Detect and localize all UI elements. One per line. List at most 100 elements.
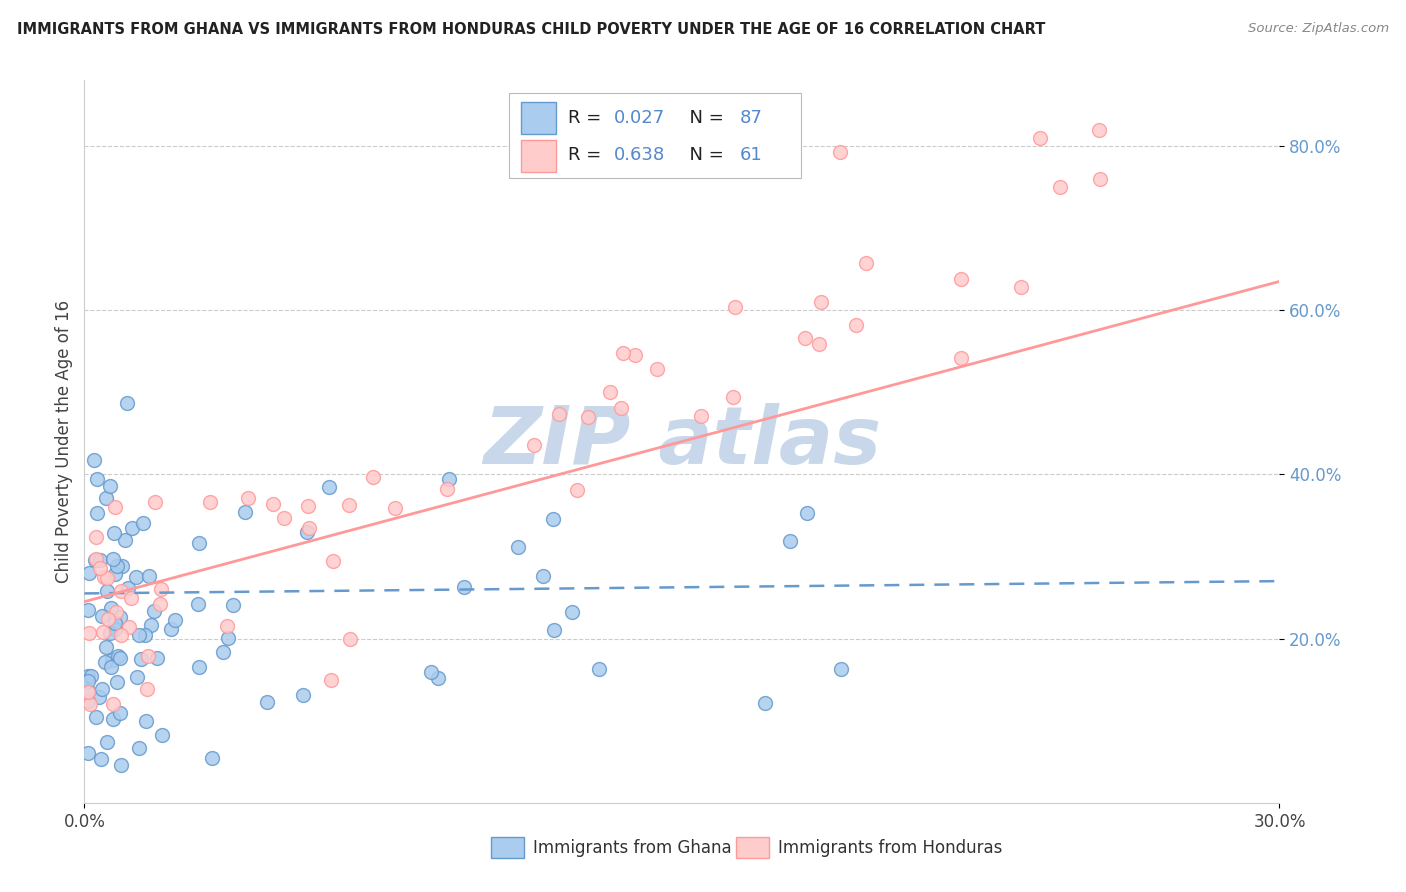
Point: [143, 494, 166, 508]
Point: [212, 645, 235, 659]
Text: N =: N =: [678, 146, 730, 164]
Point: [160, 622, 183, 636]
Point: [108, 610, 131, 624]
Point: [84, 530, 107, 544]
Point: [724, 301, 747, 315]
Point: [201, 751, 224, 765]
Point: [200, 495, 222, 509]
Point: [107, 649, 129, 664]
Point: [561, 605, 583, 619]
Point: [793, 331, 815, 345]
Point: [256, 695, 278, 709]
Point: [101, 698, 124, 712]
Point: [77, 684, 100, 698]
Point: [531, 569, 554, 583]
Point: [188, 660, 211, 674]
Point: [83, 453, 105, 467]
Point: [612, 345, 634, 359]
Point: [128, 628, 150, 642]
Point: [104, 622, 127, 636]
Point: [101, 712, 124, 726]
Point: [567, 483, 589, 498]
Point: [138, 568, 160, 582]
Point: [690, 409, 713, 423]
Point: [117, 582, 139, 596]
Point: [77, 694, 100, 708]
Point: [91, 625, 114, 640]
Point: [114, 533, 136, 547]
Point: [84, 551, 107, 566]
Text: R =: R =: [568, 146, 607, 164]
Point: [297, 500, 319, 514]
Point: [110, 758, 132, 772]
Point: [84, 710, 107, 724]
Point: [830, 145, 852, 159]
Point: [436, 482, 458, 496]
Point: [105, 559, 128, 574]
Point: [576, 409, 599, 424]
Point: [599, 384, 621, 399]
Point: [548, 407, 571, 421]
Point: [624, 348, 647, 362]
Point: [79, 698, 101, 712]
Point: [90, 752, 112, 766]
Point: [215, 619, 238, 633]
Text: Immigrants from Ghana: Immigrants from Ghana: [533, 838, 731, 856]
Point: [77, 746, 100, 760]
Text: 0.027: 0.027: [614, 109, 665, 127]
Point: [108, 651, 131, 665]
Point: [610, 401, 633, 416]
Point: [94, 640, 117, 655]
Point: [110, 628, 132, 642]
Point: [96, 491, 118, 506]
Point: [384, 500, 406, 515]
Point: [949, 272, 972, 286]
Point: [108, 706, 131, 721]
FancyBboxPatch shape: [520, 139, 557, 172]
Point: [222, 598, 245, 612]
Point: [855, 256, 877, 270]
Point: [127, 670, 149, 684]
Y-axis label: Child Poverty Under the Age of 16: Child Poverty Under the Age of 16: [55, 300, 73, 583]
Point: [94, 655, 117, 669]
Text: ZIP atlas: ZIP atlas: [482, 402, 882, 481]
FancyBboxPatch shape: [520, 102, 557, 135]
Point: [111, 559, 134, 574]
Point: [361, 470, 384, 484]
Point: [89, 561, 111, 575]
Point: [89, 690, 111, 704]
Point: [91, 681, 114, 696]
Point: [128, 741, 150, 756]
Point: [77, 669, 100, 683]
Point: [1090, 171, 1112, 186]
Point: [810, 295, 832, 310]
Point: [117, 396, 139, 410]
Point: [523, 438, 546, 452]
Text: Source: ZipAtlas.com: Source: ZipAtlas.com: [1249, 22, 1389, 36]
Point: [298, 521, 321, 535]
Text: R =: R =: [568, 109, 607, 127]
Point: [77, 673, 100, 688]
Point: [754, 696, 776, 710]
Point: [807, 336, 830, 351]
Point: [150, 582, 173, 596]
Point: [420, 665, 443, 679]
Point: [107, 675, 129, 690]
Point: [134, 628, 156, 642]
Point: [262, 498, 284, 512]
FancyBboxPatch shape: [735, 837, 769, 858]
Text: N =: N =: [678, 109, 730, 127]
Text: 87: 87: [740, 109, 762, 127]
Point: [588, 662, 610, 676]
Point: [217, 631, 239, 645]
Point: [135, 681, 157, 696]
Point: [110, 584, 132, 599]
Point: [845, 318, 868, 332]
Point: [426, 671, 449, 685]
Point: [77, 684, 100, 698]
Point: [97, 612, 120, 626]
Point: [322, 554, 344, 568]
Point: [132, 516, 155, 530]
Point: [103, 552, 125, 566]
Point: [543, 623, 565, 637]
